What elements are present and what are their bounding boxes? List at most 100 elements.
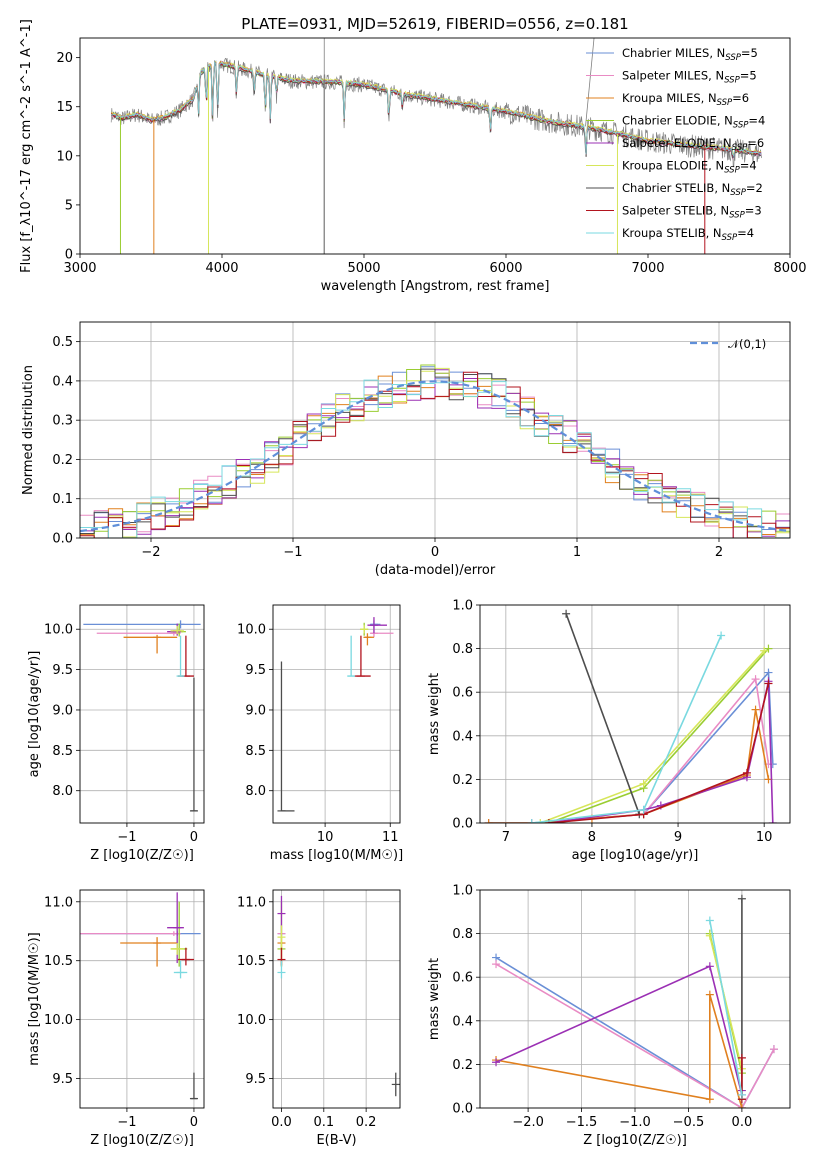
point-kroupa-stelib bbox=[173, 960, 188, 979]
data-point bbox=[742, 768, 751, 777]
plot-area bbox=[83, 620, 201, 812]
point-kroupa-stelib bbox=[347, 635, 356, 677]
x-axis-label: Z [log10(Z/Z☉)] bbox=[90, 848, 194, 863]
y-tick-label: 10.0 bbox=[44, 1013, 73, 1028]
point-kroupa-elodie bbox=[277, 925, 286, 949]
weight-vs-age-panel: 7 8 9 10 0.0 0.2 0.4 0.6 0.8 1.0 age [log10(age/yr… bbox=[427, 599, 791, 863]
series-kroupa-miles bbox=[492, 990, 746, 1108]
axes-frame bbox=[79, 889, 205, 1109]
model-kroupa-elodie bbox=[110, 60, 762, 156]
series-chabrier-stelib bbox=[562, 609, 644, 819]
residuals-panel: −2 −1 0 1 2 0.0 0.1 0.2 0.3 0.4 0.5 (data-model)/er… bbox=[21, 321, 791, 578]
x-tick-label: 5000 bbox=[347, 261, 380, 276]
legend-item-kroupa-stelib: Kroupa STELIB, NSSP=4 bbox=[586, 226, 754, 243]
point-salpeter-stelib bbox=[177, 947, 194, 966]
data-point bbox=[737, 894, 746, 903]
x-axis-label: age [log10(age/yr)] bbox=[572, 848, 699, 863]
y-tick-label: 10.0 bbox=[237, 623, 266, 638]
data-point bbox=[751, 675, 760, 684]
x-axis-label: mass [log10(M/M☉)] bbox=[270, 848, 403, 863]
y-tick-label: 9.5 bbox=[245, 1072, 266, 1087]
series-line bbox=[495, 994, 743, 1108]
legend: Chabrier MILES, NSSP=5 Salpeter MILES, NS… bbox=[586, 46, 765, 243]
series-salpeter-elodie bbox=[492, 962, 746, 1099]
histogram-kroupa-stelib bbox=[80, 379, 790, 538]
legend-count: =3 bbox=[745, 204, 762, 218]
legend-item-chabrier-elodie: Chabrier ELODIE, NSSP=4 bbox=[586, 114, 765, 131]
x-tick-label: 0.0 bbox=[732, 1115, 753, 1130]
data-point bbox=[492, 960, 501, 969]
series-line bbox=[548, 683, 770, 823]
point-salpeter-miles bbox=[96, 630, 181, 636]
data-point bbox=[492, 1058, 501, 1067]
data-point bbox=[562, 609, 571, 618]
x-tick-label: 0 bbox=[431, 545, 439, 560]
y-tick-label: 9.5 bbox=[52, 1072, 73, 1087]
legend-subscript: SSP bbox=[732, 143, 748, 153]
point-kroupa-miles bbox=[123, 634, 178, 654]
data-point bbox=[705, 1095, 714, 1104]
point-salpeter-elodie bbox=[277, 895, 286, 932]
plot-area bbox=[492, 894, 778, 1108]
y-tick-label: 0.4 bbox=[452, 729, 473, 744]
x-tick-label: −0.5 bbox=[673, 1115, 705, 1130]
y-tick-label: 0.3 bbox=[52, 414, 73, 429]
plot-area bbox=[80, 892, 201, 1100]
legend-count: =5 bbox=[740, 69, 757, 83]
point-kroupa-elodie bbox=[360, 625, 369, 634]
x-tick-label: 7000 bbox=[631, 261, 664, 276]
plot-area bbox=[484, 609, 777, 823]
data-point bbox=[737, 1090, 746, 1099]
point-chabrier-stelib bbox=[391, 1072, 400, 1097]
series-line bbox=[540, 650, 765, 823]
y-tick-label: 10.0 bbox=[44, 623, 73, 638]
y-tick-label: 11.0 bbox=[237, 895, 266, 910]
x-tick-label: −1 bbox=[117, 1115, 136, 1130]
y-tick-label: 9.5 bbox=[52, 663, 73, 678]
legend-subscript: SSP bbox=[729, 211, 745, 221]
x-axis-label: (data-model)/error bbox=[375, 563, 496, 578]
y-tick-label: 10 bbox=[56, 149, 73, 164]
y-tick-label: 11.0 bbox=[44, 895, 73, 910]
data-point bbox=[705, 916, 714, 925]
x-tick-label: 0.2 bbox=[356, 1115, 377, 1130]
y-tick-label: 8.0 bbox=[52, 784, 73, 799]
legend-item-kroupa-elodie: Kroupa ELODIE, NSSP=4 bbox=[586, 159, 757, 176]
point-kroupa-stelib bbox=[176, 635, 185, 677]
series-kroupa-stelib bbox=[527, 631, 726, 823]
series-line bbox=[565, 613, 641, 815]
age-vs-metallicity-panel: −1 0 8.0 8.5 9.0 9.5 10.0 Z [log10(Z/Z☉)] age [l… bbox=[27, 604, 205, 863]
y-tick-label: 0.6 bbox=[452, 686, 473, 701]
spectrum-panel: 3000 4000 5000 6000 7000 8000 0 5 10 15 20 waveleng… bbox=[19, 19, 807, 294]
point-salpeter-elodie bbox=[367, 617, 387, 634]
series-kroupa-stelib bbox=[705, 916, 746, 1099]
y-axis-label: Normed distribution bbox=[21, 365, 36, 495]
x-tick-label: 10 bbox=[317, 830, 334, 845]
legend-count: =5 bbox=[741, 46, 758, 60]
y-tick-label: 1.0 bbox=[452, 884, 473, 899]
series-kroupa-miles bbox=[484, 705, 773, 823]
series-salpeter-stelib bbox=[544, 679, 773, 823]
y-tick-label: 0.0 bbox=[452, 1102, 473, 1117]
point-kroupa-elodie bbox=[170, 943, 184, 955]
point-salpeter-elodie bbox=[167, 892, 184, 964]
y-tick-label: 0.2 bbox=[452, 1058, 473, 1073]
legend-subscript: SSP bbox=[724, 76, 740, 86]
y-tick-label: 9.5 bbox=[245, 663, 266, 678]
plot-area bbox=[277, 895, 400, 1097]
x-tick-label: 3000 bbox=[63, 261, 96, 276]
legend-subscript: SSP bbox=[717, 98, 733, 108]
legend-item-kroupa-miles: Kroupa MILES, NSSP=6 bbox=[586, 91, 749, 108]
series-line bbox=[709, 935, 743, 1069]
point-chabrier-miles bbox=[369, 620, 381, 629]
data-point bbox=[769, 1045, 778, 1054]
plot-area bbox=[277, 617, 394, 812]
weight-vs-metallicity-panel: −2.0 −1.5 −1.0 −0.5 0.0 0.0 0.2 0.4 0.6 0.8 1.0 Z [… bbox=[427, 884, 791, 1148]
point-salpeter-miles bbox=[80, 931, 181, 936]
y-tick-label: 5 bbox=[65, 198, 73, 213]
x-axis-label: E(B-V) bbox=[316, 1133, 356, 1148]
legend-label: 𝒩(0,1) bbox=[728, 337, 766, 351]
y-tick-label: 0.6 bbox=[452, 971, 473, 986]
point-chabrier-stelib bbox=[189, 677, 198, 812]
